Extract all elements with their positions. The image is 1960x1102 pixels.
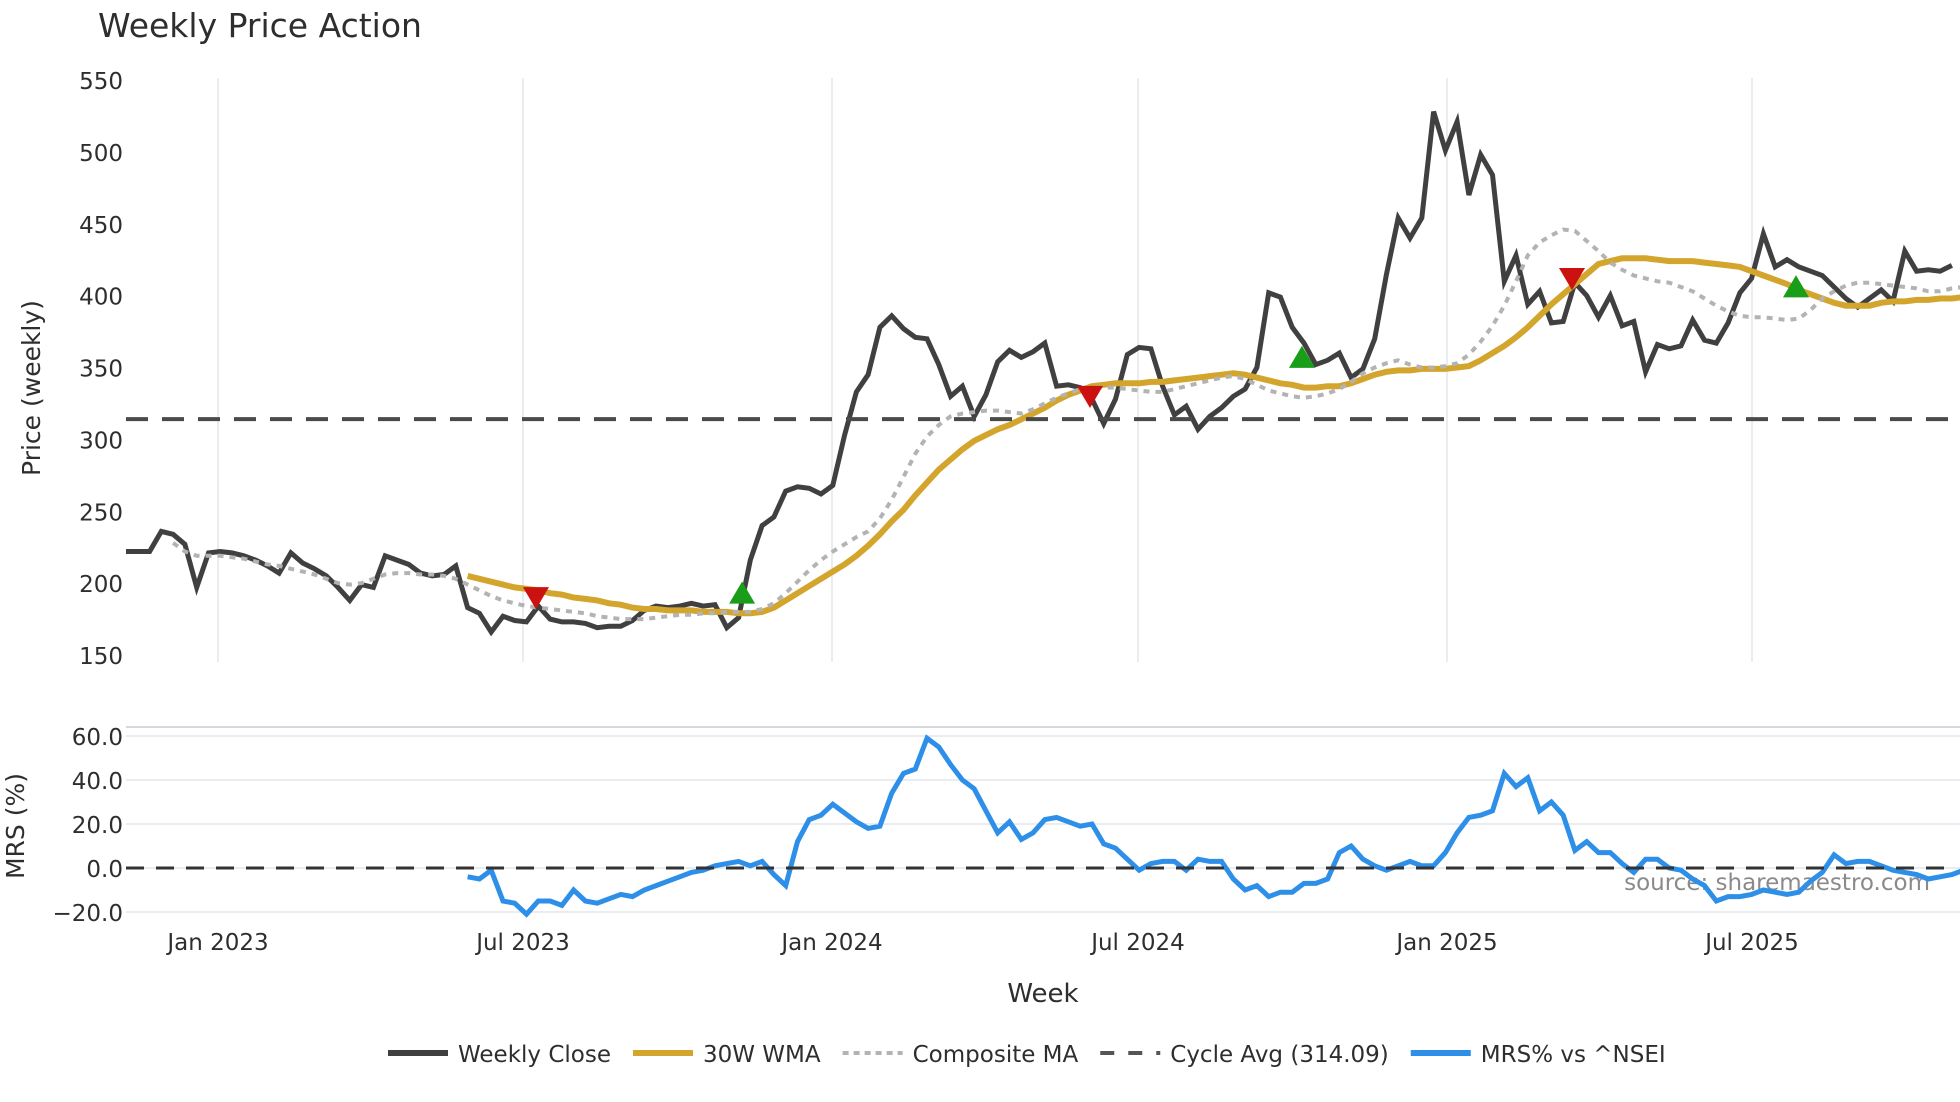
legend-label: MRS% vs ^NSEI	[1481, 1042, 1666, 1068]
mrs-tick-label: −20.0	[53, 901, 123, 927]
legend-label: Composite MA	[913, 1042, 1079, 1068]
mrs-line	[467, 734, 1960, 918]
price-tick-label: 200	[79, 572, 123, 598]
price-tick-label: 450	[79, 213, 123, 239]
price-tick-label: 300	[79, 428, 123, 454]
price-vertical-gridlines	[217, 78, 1753, 662]
legend-item: Cycle Avg (314.09)	[1100, 1042, 1389, 1068]
legend-label: 30W WMA	[703, 1042, 821, 1068]
mrs-y-axis-ticks: −20.0 0.0 20.0 40.0 60.0	[53, 725, 123, 927]
price-tick-label: 400	[79, 285, 123, 311]
composite-ma-line	[171, 227, 1960, 622]
sell-signal-down-triangle-icon	[1559, 267, 1585, 291]
x-axis-ticks: Jan 2023 Jul 2023 Jan 2024 Jul 2024 Jan 2025…	[165, 930, 1798, 956]
legend: Weekly Close 30W WMA Composite MA Cycle Avg…	[388, 1042, 1666, 1068]
sell-signal-down-triangle-icon	[1077, 385, 1103, 408]
x-axis-label: Week	[1007, 979, 1078, 1009]
30w-wma-line	[466, 255, 1960, 617]
buy-signal-up-triangle-icon	[1289, 345, 1315, 368]
price-tick-label: 550	[79, 69, 123, 95]
signal-markers	[522, 267, 1809, 610]
price-y-axis-ticks: 150 200 250 300 350 400 450 500 550	[79, 69, 123, 670]
x-tick-label: Jan 2025	[1394, 930, 1497, 956]
mrs-tick-label: 0.0	[86, 857, 123, 883]
price-y-axis-label: Price (weekly)	[17, 300, 46, 476]
price-tick-label: 150	[79, 644, 123, 670]
x-tick-label: Jul 2024	[1089, 930, 1185, 956]
buy-signal-up-triangle-icon	[1783, 275, 1809, 298]
weekly-close-line	[126, 110, 1954, 637]
mrs-tick-label: 20.0	[72, 813, 123, 839]
x-tick-label: Jul 2025	[1703, 930, 1799, 956]
sell-signal-down-triangle-icon	[522, 587, 549, 610]
x-tick-label: Jan 2023	[165, 930, 268, 956]
mrs-tick-label: 60.0	[72, 725, 123, 751]
x-tick-label: Jan 2024	[779, 930, 882, 956]
price-series	[126, 110, 1960, 637]
mrs-y-axis-label: MRS (%)	[1, 773, 30, 879]
price-tick-label: 250	[79, 500, 123, 526]
legend-item: Weekly Close	[388, 1042, 611, 1068]
legend-item: 30W WMA	[632, 1042, 821, 1068]
legend-label: Weekly Close	[458, 1042, 611, 1068]
legend-item: Composite MA	[842, 1042, 1079, 1068]
price-tick-label: 500	[79, 141, 123, 167]
legend-item: MRS% vs ^NSEI	[1410, 1042, 1666, 1068]
mrs-tick-label: 40.0	[72, 769, 123, 795]
buy-signal-up-triangle-icon	[729, 581, 756, 604]
chart-title: Weekly Price Action	[98, 6, 422, 45]
x-tick-label: Jul 2023	[474, 930, 570, 956]
price-tick-label: 350	[79, 357, 123, 383]
legend-label: Cycle Avg (314.09)	[1170, 1042, 1389, 1068]
mrs-series	[126, 734, 1960, 918]
